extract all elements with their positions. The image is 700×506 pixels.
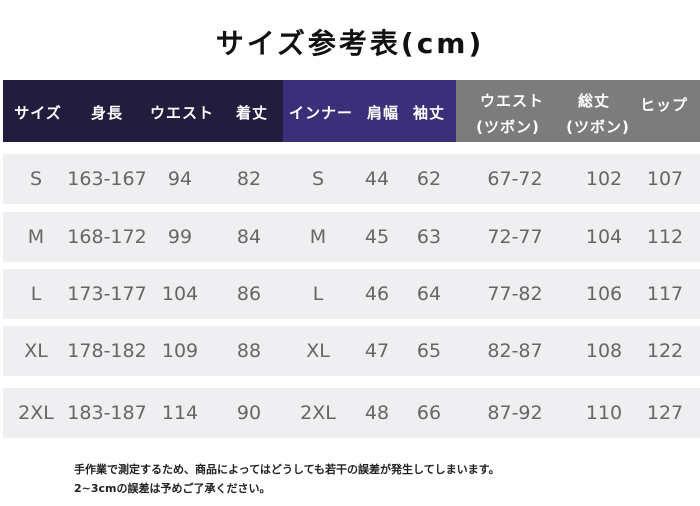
cell-shoulder: 44: [364, 168, 390, 190]
cell-waist: 114: [161, 402, 199, 424]
cell-hip: 107: [646, 168, 684, 190]
header-size: サイズ: [14, 104, 62, 122]
cell-waist: 94: [167, 168, 193, 190]
cell-pants-length: 110: [585, 402, 623, 424]
header-inner: インナー: [288, 104, 354, 122]
table-header: サイズ 身長 ウエスト 着丈 インナー 肩幅 袖丈 ウエスト (ツボン) 総丈 …: [0, 80, 700, 142]
header-pants-waist-line1: ウエスト: [479, 92, 545, 110]
cell-pants-waist: 67-72: [487, 168, 543, 190]
header-hip: ヒップ: [639, 96, 689, 114]
cell-inner: M: [309, 226, 327, 248]
cell-pants-waist: 82-87: [487, 340, 543, 362]
header-pants-length-line2: (ツボン): [566, 118, 630, 136]
cell-pants-length: 102: [585, 168, 623, 190]
cell-length: 84: [236, 226, 262, 248]
cell-shoulder: 47: [364, 340, 390, 362]
cell-hip: 117: [646, 283, 684, 305]
cell-size: S: [29, 168, 43, 190]
cell-waist: 104: [161, 283, 199, 305]
table-row: M 168-172 99 84 M 45 63 72-77 104 112: [3, 212, 700, 262]
cell-shoulder: 45: [364, 226, 390, 248]
cell-inner: 2XL: [300, 402, 336, 424]
cell-pants-length: 104: [585, 226, 623, 248]
header-pants-waist-line2: (ツボン): [476, 118, 540, 136]
cell-height: 163-167: [67, 168, 147, 190]
cell-sleeve: 66: [416, 402, 442, 424]
cell-height: 183-187: [67, 402, 147, 424]
cell-pants-length: 108: [585, 340, 623, 362]
cell-hip: 122: [646, 340, 684, 362]
header-length: 着丈: [235, 104, 269, 122]
cell-shoulder: 46: [364, 283, 390, 305]
measurement-note: 手作業で測定するため、商品によってはどうしても若干の誤差が発生してしまいます。: [74, 463, 500, 476]
header-sleeve: 袖丈: [412, 104, 446, 122]
cell-pants-waist: 87-92: [487, 402, 543, 424]
cell-length: 88: [236, 340, 262, 362]
cell-inner: L: [312, 283, 324, 305]
header-group-inner: [283, 80, 456, 142]
cell-height: 173-177: [67, 283, 147, 305]
header-height: 身長: [90, 104, 124, 122]
cell-waist: 99: [167, 226, 193, 248]
cell-size: M: [27, 226, 45, 248]
tolerance-note: 2~3cmの誤差は予めご了承ください。: [74, 482, 271, 495]
cell-hip: 127: [646, 402, 684, 424]
header-group-top: [3, 80, 283, 142]
page-title: サイズ参考表(cm): [215, 27, 485, 60]
cell-height: 168-172: [67, 226, 147, 248]
table-row: S 163-167 94 82 S 44 62 67-72 102 107: [3, 154, 700, 204]
table-row: L 173-177 104 86 L 46 64 77-82 106 117: [3, 269, 700, 319]
cell-size: L: [30, 283, 42, 305]
cell-length: 86: [236, 283, 262, 305]
header-shoulder: 肩幅: [366, 104, 400, 122]
cell-pants-length: 106: [585, 283, 623, 305]
cell-sleeve: 65: [416, 340, 442, 362]
header-waist: ウエスト: [149, 104, 215, 122]
cell-waist: 109: [161, 340, 199, 362]
cell-shoulder: 48: [364, 402, 390, 424]
table-row: XL 178-182 109 88 XL 47 65 82-87 108 122: [3, 326, 700, 376]
cell-length: 90: [236, 402, 262, 424]
cell-length: 82: [236, 168, 262, 190]
cell-sleeve: 64: [416, 283, 442, 305]
cell-height: 178-182: [67, 340, 147, 362]
cell-sleeve: 63: [416, 226, 442, 248]
cell-pants-waist: 77-82: [487, 283, 543, 305]
cell-pants-waist: 72-77: [487, 226, 543, 248]
header-pants-length-line1: 総丈: [577, 92, 611, 110]
cell-sleeve: 62: [416, 168, 442, 190]
cell-hip: 112: [646, 226, 684, 248]
cell-inner: XL: [306, 340, 330, 362]
header-group-pants: [456, 80, 700, 142]
cell-size: XL: [24, 340, 48, 362]
cell-inner: S: [311, 168, 325, 190]
table-row: 2XL 183-187 114 90 2XL 48 66 87-92 110 1…: [3, 388, 700, 438]
cell-size: 2XL: [18, 402, 54, 424]
